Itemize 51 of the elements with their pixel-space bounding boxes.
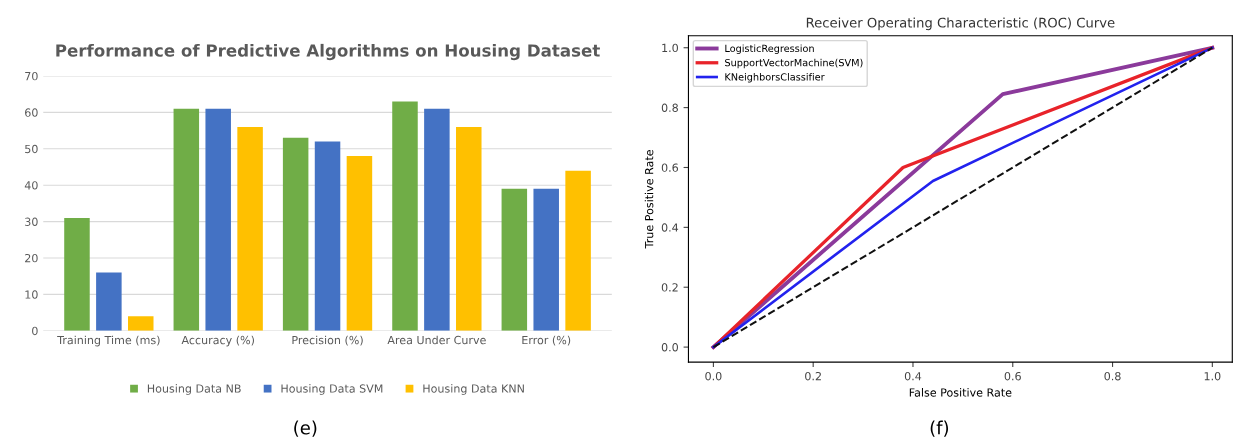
- bar: [282, 137, 309, 331]
- x-axis-title: False Positive Rate: [909, 388, 1012, 397]
- bar: [205, 108, 231, 331]
- x-tick-label: Area Under Curve: [387, 335, 486, 345]
- y-tick-label: 60: [25, 108, 38, 117]
- y-tick-label: 20: [25, 253, 38, 263]
- x-tick-label: 0.4: [904, 371, 922, 381]
- y-tick-label: 10: [25, 290, 38, 299]
- x-tick-label: 0.8: [1104, 371, 1121, 381]
- text: (f): [930, 420, 949, 437]
- chart-title: Receiver Operating Characteristic (ROC) Curve: [806, 17, 1115, 31]
- bar: [173, 108, 200, 331]
- bar: [501, 188, 528, 331]
- y-tick-label: 0: [32, 326, 38, 336]
- y-tick-label: 40: [24, 181, 38, 190]
- x-tick-label: Error (%): [522, 335, 571, 346]
- bar: [533, 188, 559, 331]
- y-tick-label: 0.6: [661, 163, 679, 172]
- x-tick-label: 0.2: [805, 371, 821, 381]
- legend-label: Housing Data SVM: [281, 384, 383, 395]
- x-tick-label: Training Time (ms): [57, 335, 160, 347]
- y-tick-label: 70: [25, 71, 38, 81]
- bar: [64, 217, 90, 331]
- bar: [456, 126, 482, 331]
- legend-label: LogisticRegression: [725, 44, 814, 54]
- bar: [392, 101, 418, 331]
- y-tick-label: 1.0: [662, 43, 678, 53]
- bar: [565, 170, 591, 331]
- legend-label: SupportVectorMachine(SVM): [725, 58, 863, 69]
- legend-label: Housing Data KNN: [423, 384, 524, 395]
- bar: [237, 126, 263, 331]
- bar: [346, 156, 373, 331]
- y-axis-title: True Positive Rate: [644, 150, 654, 249]
- y-tick-label: 0.2: [661, 283, 678, 292]
- y-tick-label: 30: [25, 217, 38, 226]
- legend-label: KNeighborsClassifier: [725, 73, 825, 83]
- bar: [96, 272, 122, 331]
- x-tick-label: 0.6: [1004, 371, 1021, 381]
- text: (e): [294, 420, 317, 437]
- bar: [424, 108, 450, 331]
- y-tick-label: 50: [25, 144, 38, 154]
- bar: [128, 316, 154, 331]
- bar: [314, 141, 341, 331]
- legend-label: Housing Data NB: [147, 384, 241, 395]
- chart-title: Performance of Predictive Algorithms on Housing Dataset: [56, 43, 600, 61]
- y-tick-label: 0.8: [661, 103, 678, 112]
- x-tick-label: 0.0: [705, 371, 722, 381]
- y-tick-label: 0.4: [661, 223, 679, 232]
- x-tick-label: Precision (%): [292, 335, 363, 346]
- x-tick-label: Accuracy (%): [181, 335, 254, 347]
- x-tick-label: 1.0: [1204, 371, 1221, 381]
